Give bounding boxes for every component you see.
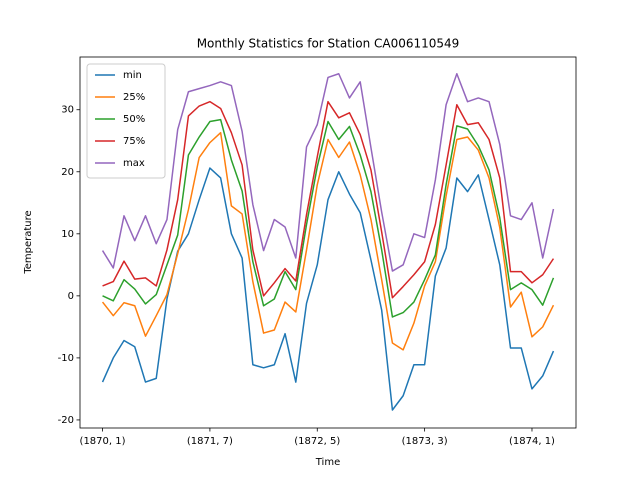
series-line	[101, 73, 555, 272]
x-tick-label: (1874, 1)	[509, 436, 555, 447]
y-tick-label: 20	[61, 167, 74, 178]
y-tick-label: -10	[58, 353, 74, 364]
legend-label: 75%	[123, 136, 145, 147]
legend-label: max	[123, 158, 145, 169]
x-tick-label: (1873, 3)	[402, 436, 448, 447]
y-tick-label: 30	[61, 105, 74, 116]
series-line	[101, 131, 555, 351]
y-axis-label: Temperature	[23, 210, 34, 274]
legend-label: min	[123, 70, 142, 81]
series-line	[102, 118, 555, 318]
series-line	[102, 100, 555, 299]
x-tick-label: (1872, 5)	[294, 436, 340, 447]
x-tick-label: (1871, 7)	[187, 436, 233, 447]
legend-label: 50%	[123, 114, 145, 125]
chart-title: Monthly Statistics for Station CA0061105…	[197, 37, 460, 51]
y-tick-label: 0	[68, 291, 74, 302]
plot-frame	[79, 56, 577, 429]
y-tick-label: 10	[61, 229, 74, 240]
legend-box	[86, 63, 166, 179]
x-tick-label: (1870, 1)	[80, 436, 126, 447]
y-tick-label: -20	[58, 415, 74, 426]
x-axis-label: Time	[315, 457, 340, 468]
legend-label: 25%	[123, 92, 145, 103]
